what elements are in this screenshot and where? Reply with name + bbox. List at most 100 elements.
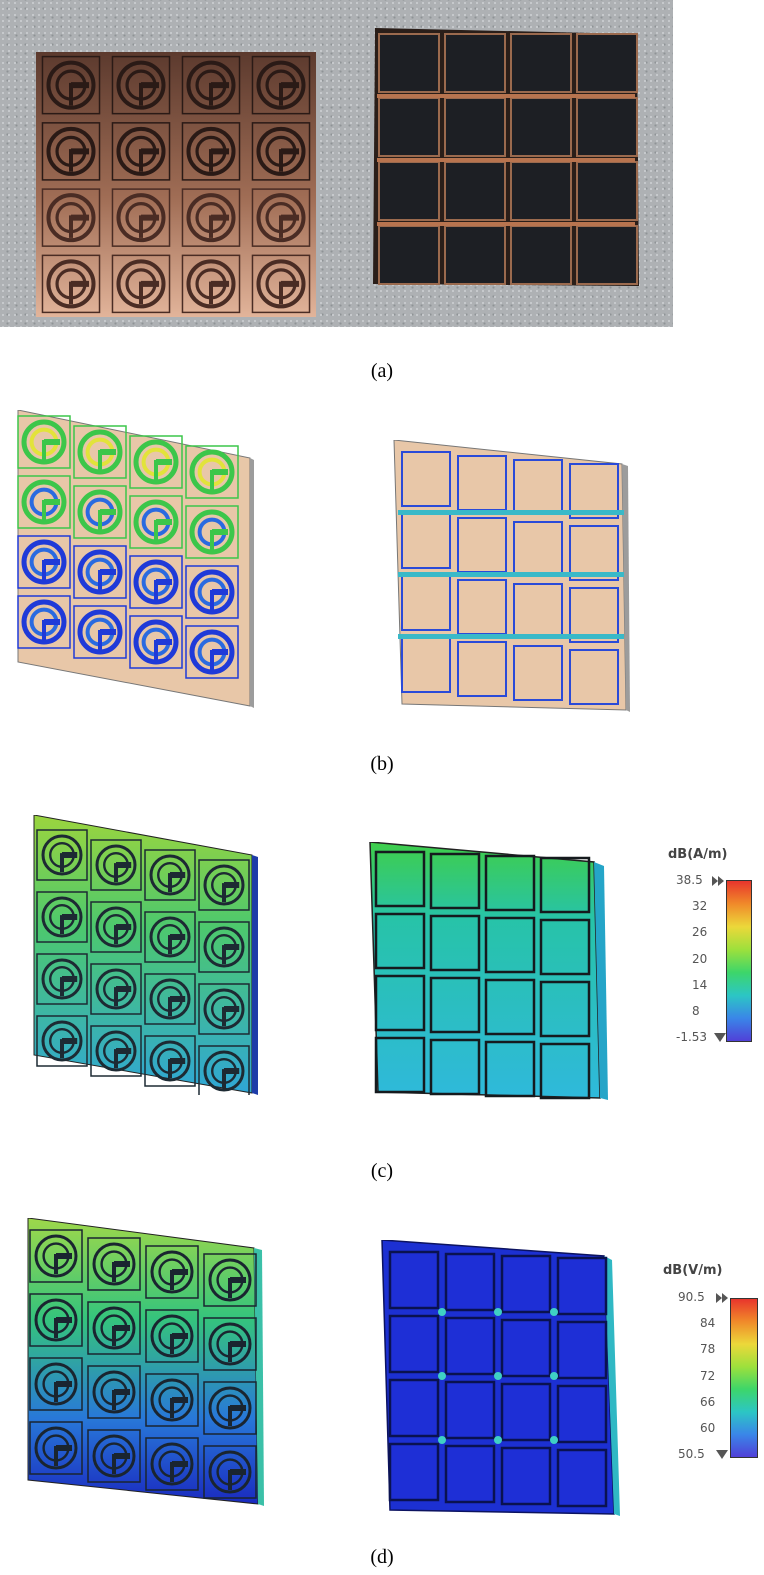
legend-e-min: 50.5 [678, 1447, 705, 1461]
ring-resonator-cell [198, 921, 250, 973]
ring-resonator-cell [181, 55, 241, 115]
panel-c-back-field [369, 842, 608, 1100]
patch-cell [576, 225, 638, 285]
panel-d-front-field [27, 1218, 264, 1506]
caption-c: (c) [370, 1160, 394, 1182]
ring-resonator-cell [185, 445, 239, 499]
ring-resonator-cell [145, 1437, 199, 1491]
ring-resonator-cell [144, 973, 196, 1025]
panel-c-front-field [33, 815, 258, 1095]
back-field-patches [388, 1250, 608, 1508]
ring-resonator-cell [90, 839, 142, 891]
patch-cell [569, 525, 619, 581]
ring-resonator-cell [145, 1373, 199, 1427]
patch-cell [374, 850, 426, 908]
via-hotspot [494, 1436, 502, 1444]
ring-resonator-cell [90, 901, 142, 953]
patch-cell [556, 1448, 608, 1508]
patch-cell [444, 33, 506, 93]
patch-cell [500, 1382, 552, 1442]
ring-resonator-cell [181, 254, 241, 314]
patch-cell [539, 856, 591, 914]
ring-resonator-cell [145, 1245, 199, 1299]
legend-h-tick: 8 [692, 1003, 700, 1018]
double-triangle-right-icon [716, 1293, 728, 1303]
patch-cell [388, 1250, 440, 1310]
via-hotspot [550, 1372, 558, 1380]
patch-cell [401, 637, 451, 693]
ring-resonator-cell [251, 122, 311, 181]
patch-cell [444, 1444, 496, 1504]
ring-resonator-cell [111, 55, 171, 115]
legend-e-title: dB(V/m) [663, 1263, 723, 1278]
patch-cell [539, 1042, 591, 1100]
ring-resonator-cell [198, 1045, 250, 1095]
patch-cell [374, 912, 426, 970]
patch-cell [378, 33, 440, 93]
ring-resonator-cell [36, 1015, 88, 1067]
ring-resonator-cell [90, 1025, 142, 1077]
patch-cell [510, 161, 572, 221]
ring-resonator-cell [17, 535, 71, 589]
ring-resonator-cell [41, 55, 101, 115]
patch-cell [444, 1252, 496, 1312]
via-hotspot [494, 1308, 502, 1316]
panel-a-photo [0, 0, 764, 327]
double-triangle-right-icon [712, 876, 724, 886]
patch-cell [429, 1038, 481, 1096]
patch-cell [556, 1320, 608, 1380]
patch-cell [500, 1318, 552, 1378]
patch-cell [388, 1378, 440, 1438]
patch-cell [429, 914, 481, 972]
legend-h-tick: 14 [692, 977, 708, 992]
ring-resonator-cell [41, 122, 101, 181]
via-hotspot [550, 1436, 558, 1444]
back-board-patches [377, 33, 638, 285]
ring-resonator-cell [73, 605, 127, 659]
patch-cell [444, 1316, 496, 1376]
ring-resonator-cell [73, 485, 127, 539]
ring-resonator-cell [17, 595, 71, 649]
front-field-cells [36, 829, 250, 1095]
legend-e-tick: 60 [700, 1420, 716, 1435]
patch-cell [429, 852, 481, 910]
triangle-down-icon [716, 1450, 728, 1459]
back-field-patches [374, 850, 591, 1100]
ring-resonator-cell [36, 953, 88, 1005]
ring-resonator-cell [251, 55, 311, 115]
ring-resonator-cell [203, 1253, 257, 1307]
patch-cell [569, 649, 619, 705]
ring-resonator-cell [29, 1293, 83, 1347]
patch-cell [513, 459, 563, 515]
patch-cell [556, 1256, 608, 1316]
ring-resonator-cell [144, 1035, 196, 1087]
ring-resonator-cell [185, 505, 239, 559]
patch-cell [444, 1380, 496, 1440]
ring-resonator-cell [203, 1381, 257, 1435]
patch-cell [576, 33, 638, 93]
panel-b-back-sim [393, 440, 630, 712]
ring-resonator-cell [251, 188, 311, 247]
patch-cell [513, 645, 563, 701]
legend-h-min: -1.53 [676, 1030, 708, 1044]
caption-d: (d) [370, 1546, 394, 1568]
patch-cell [510, 97, 572, 157]
ring-resonator-cell [41, 254, 101, 314]
ring-resonator-cell [36, 891, 88, 943]
legend-e-colorbar [730, 1298, 758, 1458]
ring-resonator-cell [203, 1445, 257, 1499]
ring-resonator-cell [17, 415, 71, 469]
patch-cell [484, 916, 536, 974]
ring-resonator-cell [41, 188, 101, 247]
patch-cell [429, 976, 481, 1034]
patch-cell [374, 1036, 426, 1094]
patch-cell [457, 517, 507, 573]
patch-cell [510, 225, 572, 285]
ring-resonator-cell [87, 1365, 141, 1419]
patch-cell [378, 161, 440, 221]
patch-cell [556, 1384, 608, 1444]
patch-cell [513, 583, 563, 639]
ring-resonator-cell [36, 829, 88, 881]
legend-h-max: 38.5 [676, 873, 703, 887]
patch-cell [401, 451, 451, 507]
